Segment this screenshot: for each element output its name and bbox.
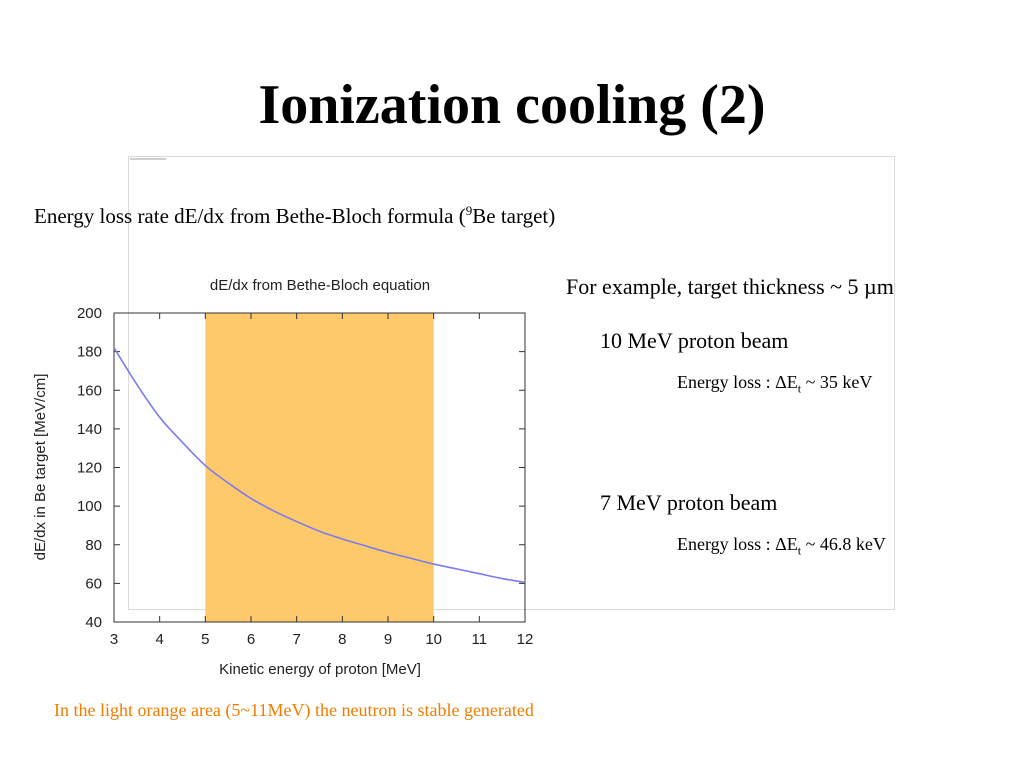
x-tick-label: 8 (338, 631, 346, 648)
beam2-loss-prefix: Energy loss : ΔE (677, 534, 798, 554)
placeholder-frame (128, 156, 895, 610)
x-tick-label: 5 (201, 631, 209, 648)
beam1-label: 10 MeV proton beam (600, 328, 789, 353)
y-tick-label: 40 (85, 614, 102, 631)
highlight-region (205, 313, 434, 622)
subtitle-superscript: 9 (465, 203, 473, 218)
chart-y-axis-label: dE/dx in Be target [MeV/cm] (32, 374, 49, 561)
x-tick-label: 10 (425, 631, 442, 648)
y-tick-label: 180 (77, 344, 102, 361)
y-tick-label: 100 (77, 498, 102, 515)
subtitle-main: Energy loss rate dE/dx from Bethe-Bloch … (34, 204, 466, 228)
y-tick-label: 160 (77, 382, 102, 399)
beam2-loss-sub: t (797, 543, 802, 558)
subtitle-end: Be target) (472, 204, 556, 228)
x-tick-label: 12 (517, 631, 534, 648)
x-tick-label: 9 (384, 631, 392, 648)
x-tick-label: 6 (247, 631, 255, 648)
beam1-loss-sub: t (797, 381, 802, 396)
series-line-0 (113, 347, 526, 584)
frame-corner-mark (130, 158, 166, 160)
y-tick-label: 200 (77, 305, 102, 322)
chart-title: dE/dx from Bethe-Bloch equation (210, 277, 430, 294)
x-tick-label: 11 (472, 631, 488, 648)
slide-title: Ionization cooling (2) (258, 74, 766, 136)
beam2-energy-loss: Energy loss : ΔEt ~ 46.8 keV (677, 534, 886, 559)
x-tick-label: 4 (155, 631, 163, 648)
y-tick-label: 120 (77, 460, 102, 477)
footnote: In the light orange area (5~11MeV) the n… (54, 700, 534, 720)
beam1-loss-prefix: Energy loss : ΔE (677, 372, 798, 392)
beam2-label: 7 MeV proton beam (600, 490, 778, 515)
x-tick-label: 3 (110, 631, 118, 648)
dedx-chart: 3 4 5 6 7 8 9 10 11 12 40 60 80 100 120 140 160 180 200 dE… (32, 277, 534, 678)
beam1-energy-loss: Energy loss : ΔEt ~ 35 keV (677, 372, 872, 397)
chart-x-axis-label: Kinetic energy of proton [MeV] (219, 661, 421, 678)
y-tick-label: 140 (77, 421, 102, 438)
example-text: For example, target thickness ~ 5 µm (566, 274, 894, 299)
x-tick-label: 7 (292, 631, 300, 648)
y-tick-label: 80 (85, 537, 102, 554)
beam1-loss-value: ~ 35 keV (801, 372, 873, 392)
subtitle: Energy loss rate dE/dx from Bethe-Bloch … (34, 203, 555, 229)
y-tick-label: 60 (85, 575, 102, 592)
beam2-loss-value: ~ 46.8 keV (801, 534, 886, 554)
